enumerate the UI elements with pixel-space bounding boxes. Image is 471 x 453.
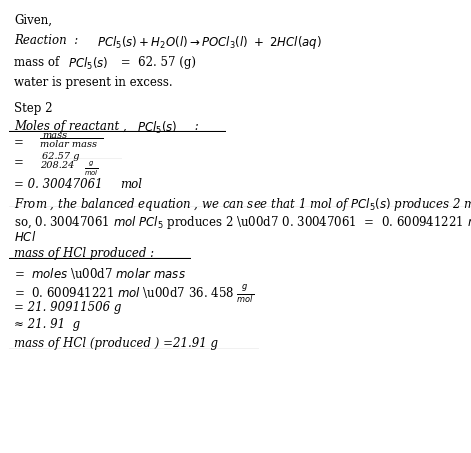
Text: Moles of reactant ,: Moles of reactant , (14, 120, 130, 133)
Text: mass of HCl (produced ) =21.91 g: mass of HCl (produced ) =21.91 g (14, 337, 218, 351)
Text: mass: mass (42, 131, 67, 140)
Text: so, 0. 30047061 $\mathit{mol}$ $\mathit{PCl_5}$ produces 2 \u00d7 0. 30047061  =: so, 0. 30047061 $\mathit{mol}$ $\mathit{… (14, 214, 471, 231)
Text: =  $\mathit{moles}$ \u00d7 $\mathit{molar\ mass}$: = $\mathit{moles}$ \u00d7 $\mathit{molar… (14, 266, 186, 281)
Text: =: = (14, 156, 32, 169)
Text: $\mathit{PCl_5(s)}$: $\mathit{PCl_5(s)}$ (68, 56, 109, 72)
Text: $\mathit{PCl_5(s)}$: $\mathit{PCl_5(s)}$ (137, 120, 177, 136)
Text: Given,: Given, (14, 14, 52, 27)
Text: =  0. 600941221 $\mathit{mol}$ \u00d7 36. 458 $\mathit{\frac{g}{mol}}$: = 0. 600941221 $\mathit{mol}$ \u00d7 36.… (14, 283, 254, 305)
Text: 208.24: 208.24 (40, 161, 78, 170)
Text: Reaction  :: Reaction : (14, 34, 86, 47)
Text: 62.57 g: 62.57 g (42, 152, 80, 161)
Text: water is present in excess.: water is present in excess. (14, 76, 173, 89)
Text: $\mathit{\frac{g}{mol}}$: $\mathit{\frac{g}{mol}}$ (84, 159, 98, 178)
Text: mol: mol (120, 178, 142, 191)
Text: $\mathit{PCl_5(s) + H_2O(l) \rightarrow POCl_3(l)\ +\ 2HCl(aq)}$: $\mathit{PCl_5(s) + H_2O(l) \rightarrow … (97, 34, 321, 51)
Text: = 0. 30047061: = 0. 30047061 (14, 178, 110, 191)
Text: =  62. 57 (g): = 62. 57 (g) (117, 56, 196, 69)
Text: Step 2: Step 2 (14, 102, 53, 115)
Text: mass of HCl produced :: mass of HCl produced : (14, 247, 154, 260)
Text: mass of: mass of (14, 56, 63, 69)
Text: From , the balanced equation , we can see that 1 mol of $\mathit{PCl_5(s)}$ prod: From , the balanced equation , we can se… (14, 196, 471, 213)
Text: $\mathit{HCl}$: $\mathit{HCl}$ (14, 230, 36, 244)
Text: :: : (191, 120, 198, 133)
Text: molar mass: molar mass (40, 140, 97, 149)
Text: ≈ 21. 91  g: ≈ 21. 91 g (14, 318, 80, 332)
Text: = 21. 90911506 g: = 21. 90911506 g (14, 301, 122, 314)
Text: =: = (14, 136, 32, 149)
